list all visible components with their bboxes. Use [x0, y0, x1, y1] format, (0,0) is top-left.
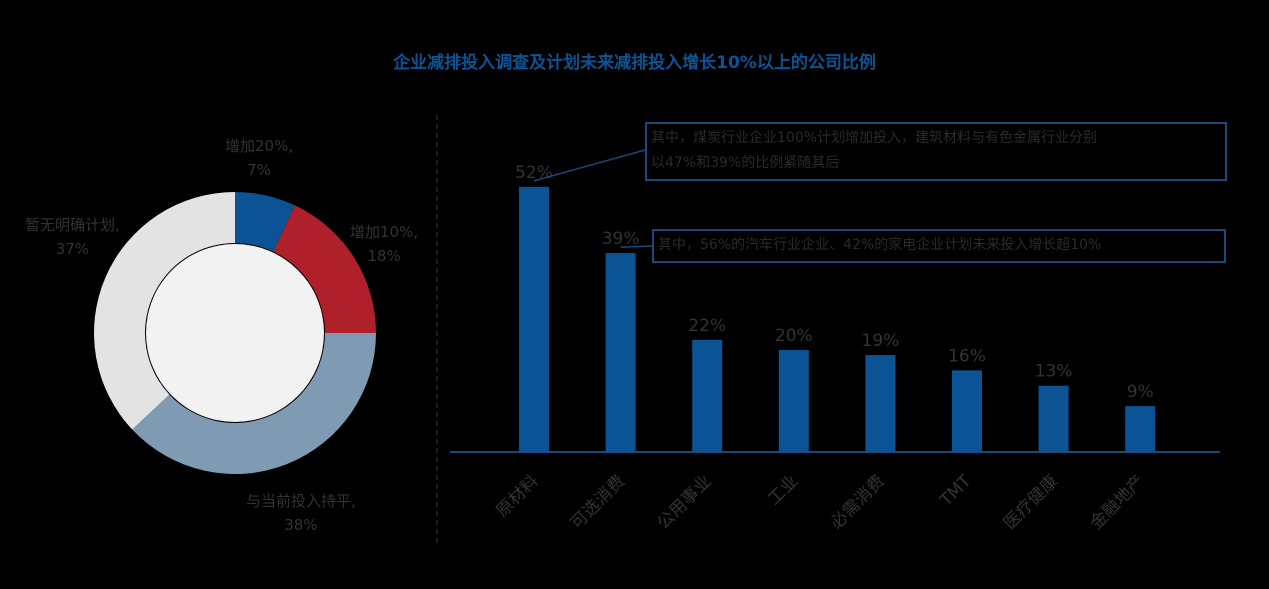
chart-title: 企业减排投入调查及计划未来减排投入增长10%以上的公司比例: [393, 53, 876, 73]
donut-slice-1: [273, 205, 376, 333]
callout-raw-materials: 其中，煤炭行业企业100%计划增加投入，建筑材料与有色金属行业分别 以47%和3…: [645, 122, 1227, 181]
bar-chart: 52% 原材料 39% 可选消费 22% 公用事业 20% 工业 19% 必需消费 16% TMT 13…: [450, 149, 1220, 534]
donut-label-increase-10: 增加10%, 18%: [350, 223, 419, 265]
donut-label-same: 与当前投入持平, 38%: [246, 492, 356, 534]
data-label-3: 20%: [775, 326, 813, 346]
category-label-0: 原材料: [492, 471, 542, 521]
bar-7: [1125, 406, 1156, 452]
callout-consumer-discretionary: 其中，56%的汽车行业企业、42%的家电企业计划未来投入增长超10%: [652, 229, 1226, 263]
category-label-5: TMT: [936, 471, 976, 511]
bar-1: [605, 253, 636, 452]
bar-5: [952, 370, 982, 452]
donut-label-increase-20: 增加20%, 7%: [225, 137, 294, 179]
donut-hole: [146, 244, 324, 422]
category-label-4: 必需消费: [827, 471, 889, 533]
data-label-0: 52%: [515, 163, 553, 183]
category-label-2: 公用事业: [654, 471, 716, 533]
data-label-4: 19%: [862, 331, 900, 351]
data-label-2: 22%: [688, 316, 726, 336]
bar-6: [1038, 385, 1069, 452]
donut-label-no-plan: 暂无明确计划, 37%: [25, 216, 120, 258]
category-label-6: 医疗健康: [1000, 471, 1062, 533]
bar-0: [519, 186, 549, 453]
category-label-7: 金融地产: [1087, 471, 1149, 533]
donut-slice-2: [132, 333, 376, 474]
callout-connector-0: [533, 149, 646, 182]
bar-2: [692, 339, 723, 452]
callout-connector-1: [620, 245, 653, 248]
data-label-1: 39%: [602, 229, 640, 249]
category-label-1: 可选消费: [567, 471, 629, 533]
data-label-6: 13%: [1035, 362, 1073, 382]
donut-slice-3: [94, 192, 235, 430]
bar-4: [865, 355, 896, 452]
bar-3: [778, 350, 809, 452]
donut-chart: [94, 192, 376, 474]
data-label-5: 16%: [948, 346, 986, 366]
data-label-7: 9%: [1127, 382, 1154, 402]
category-label-3: 工业: [764, 471, 802, 509]
donut-slice-0: [235, 192, 296, 252]
